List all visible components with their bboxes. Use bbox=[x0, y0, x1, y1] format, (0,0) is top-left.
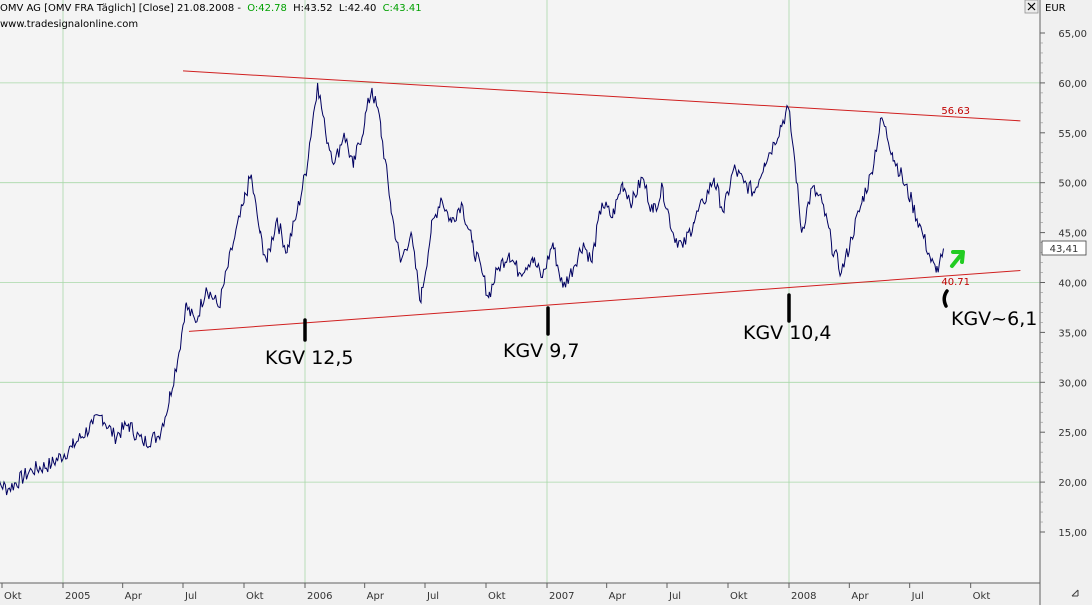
right-axis-panel bbox=[1040, 0, 1092, 605]
close-button[interactable] bbox=[1024, 0, 1039, 14]
kgv-label: KGV 12,5 bbox=[265, 347, 354, 369]
last-price-label: 43,41 bbox=[1050, 244, 1079, 255]
x-axis: Okt 2005 Apr Jul Okt 2006 Apr Jul Okt 2007 Apr Jul O… bbox=[1, 583, 991, 602]
header-instrument: OMV AG [OMV FRA Täglich] [Close] 21.08.2… bbox=[0, 3, 241, 14]
x-tick-label: Apr bbox=[609, 591, 627, 602]
x-tick-label: Apr bbox=[125, 591, 143, 602]
y-tick-label: 60,00 bbox=[1058, 79, 1087, 90]
y-tick-label: 50,00 bbox=[1058, 179, 1087, 190]
x-tick-label: 2006 bbox=[307, 591, 332, 602]
resize-corner-icon[interactable] bbox=[1071, 589, 1079, 597]
x-tick-label: Jul bbox=[426, 591, 439, 602]
trend-lines: 56.63 40.71 bbox=[182, 70, 1021, 332]
y-tick-label: 20,00 bbox=[1058, 478, 1087, 489]
x-tick-label: 2008 bbox=[791, 591, 816, 602]
kgv-label: KGV~6,1 bbox=[951, 308, 1037, 330]
bottom-axis-panel bbox=[0, 583, 1040, 605]
x-tick-label: Okt bbox=[730, 591, 748, 602]
chart-header: OMV AG [OMV FRA Täglich] [Close] 21.08.2… bbox=[0, 3, 422, 14]
x-tick-label: Jul bbox=[184, 591, 197, 602]
y-tick-label: 55,00 bbox=[1058, 129, 1087, 140]
series-line-omv-close bbox=[0, 82, 944, 496]
plot-background bbox=[0, 0, 1040, 583]
x-tick-label: Okt bbox=[4, 591, 22, 602]
x-tick-label: Jul bbox=[911, 591, 924, 602]
y-axis: 15,00 20,00 25,00 30,00 35,00 40,00 45,00 50,00… bbox=[1040, 29, 1087, 539]
series-layer bbox=[0, 82, 944, 496]
header-low: L:42.40 bbox=[339, 3, 377, 14]
y-tick-label: 15,00 bbox=[1058, 528, 1087, 539]
last-price-badge: 43,41 bbox=[1041, 240, 1087, 256]
x-tick-label: Okt bbox=[973, 591, 991, 602]
y-tick-label: 30,00 bbox=[1058, 378, 1087, 389]
trend-label-upper: 56.63 bbox=[941, 106, 970, 117]
header-source: www.tradesignalonline.com bbox=[0, 19, 138, 30]
header-close: C:43.41 bbox=[383, 3, 422, 14]
y-tick-label: 40,00 bbox=[1058, 279, 1087, 290]
currency-label: EUR bbox=[1045, 3, 1066, 14]
header-high: H:43.52 bbox=[293, 3, 333, 14]
kgv-marker bbox=[942, 289, 949, 308]
x-tick-label: Okt bbox=[246, 591, 264, 602]
kgv-label: KGV 10,4 bbox=[743, 322, 832, 344]
x-tick-label: Okt bbox=[488, 591, 506, 602]
kgv-label: KGV 9,7 bbox=[503, 340, 579, 362]
header-open: O:42.78 bbox=[247, 3, 287, 14]
y-tick-label: 45,00 bbox=[1058, 229, 1087, 240]
y-tick-label: 35,00 bbox=[1058, 328, 1087, 339]
y-tick-label: 65,00 bbox=[1058, 29, 1087, 40]
trend-line-upper bbox=[182, 70, 1021, 122]
close-icon bbox=[1027, 2, 1036, 11]
up-arrow-icon bbox=[950, 250, 965, 268]
grid bbox=[0, 0, 1040, 583]
x-tick-label: 2005 bbox=[65, 591, 90, 602]
y-tick-label: 25,00 bbox=[1058, 428, 1087, 439]
trend-line-lower bbox=[188, 270, 1021, 332]
trend-label-lower: 40.71 bbox=[941, 277, 970, 288]
annotation-marks: KGV 12,5 KGV 9,7 KGV 10,4 KGV~6,1 bbox=[265, 289, 1037, 369]
x-tick-label: Apr bbox=[851, 591, 869, 602]
x-tick-label: 2007 bbox=[549, 591, 574, 602]
x-tick-label: Apr bbox=[367, 591, 385, 602]
x-tick-label: Jul bbox=[668, 591, 681, 602]
